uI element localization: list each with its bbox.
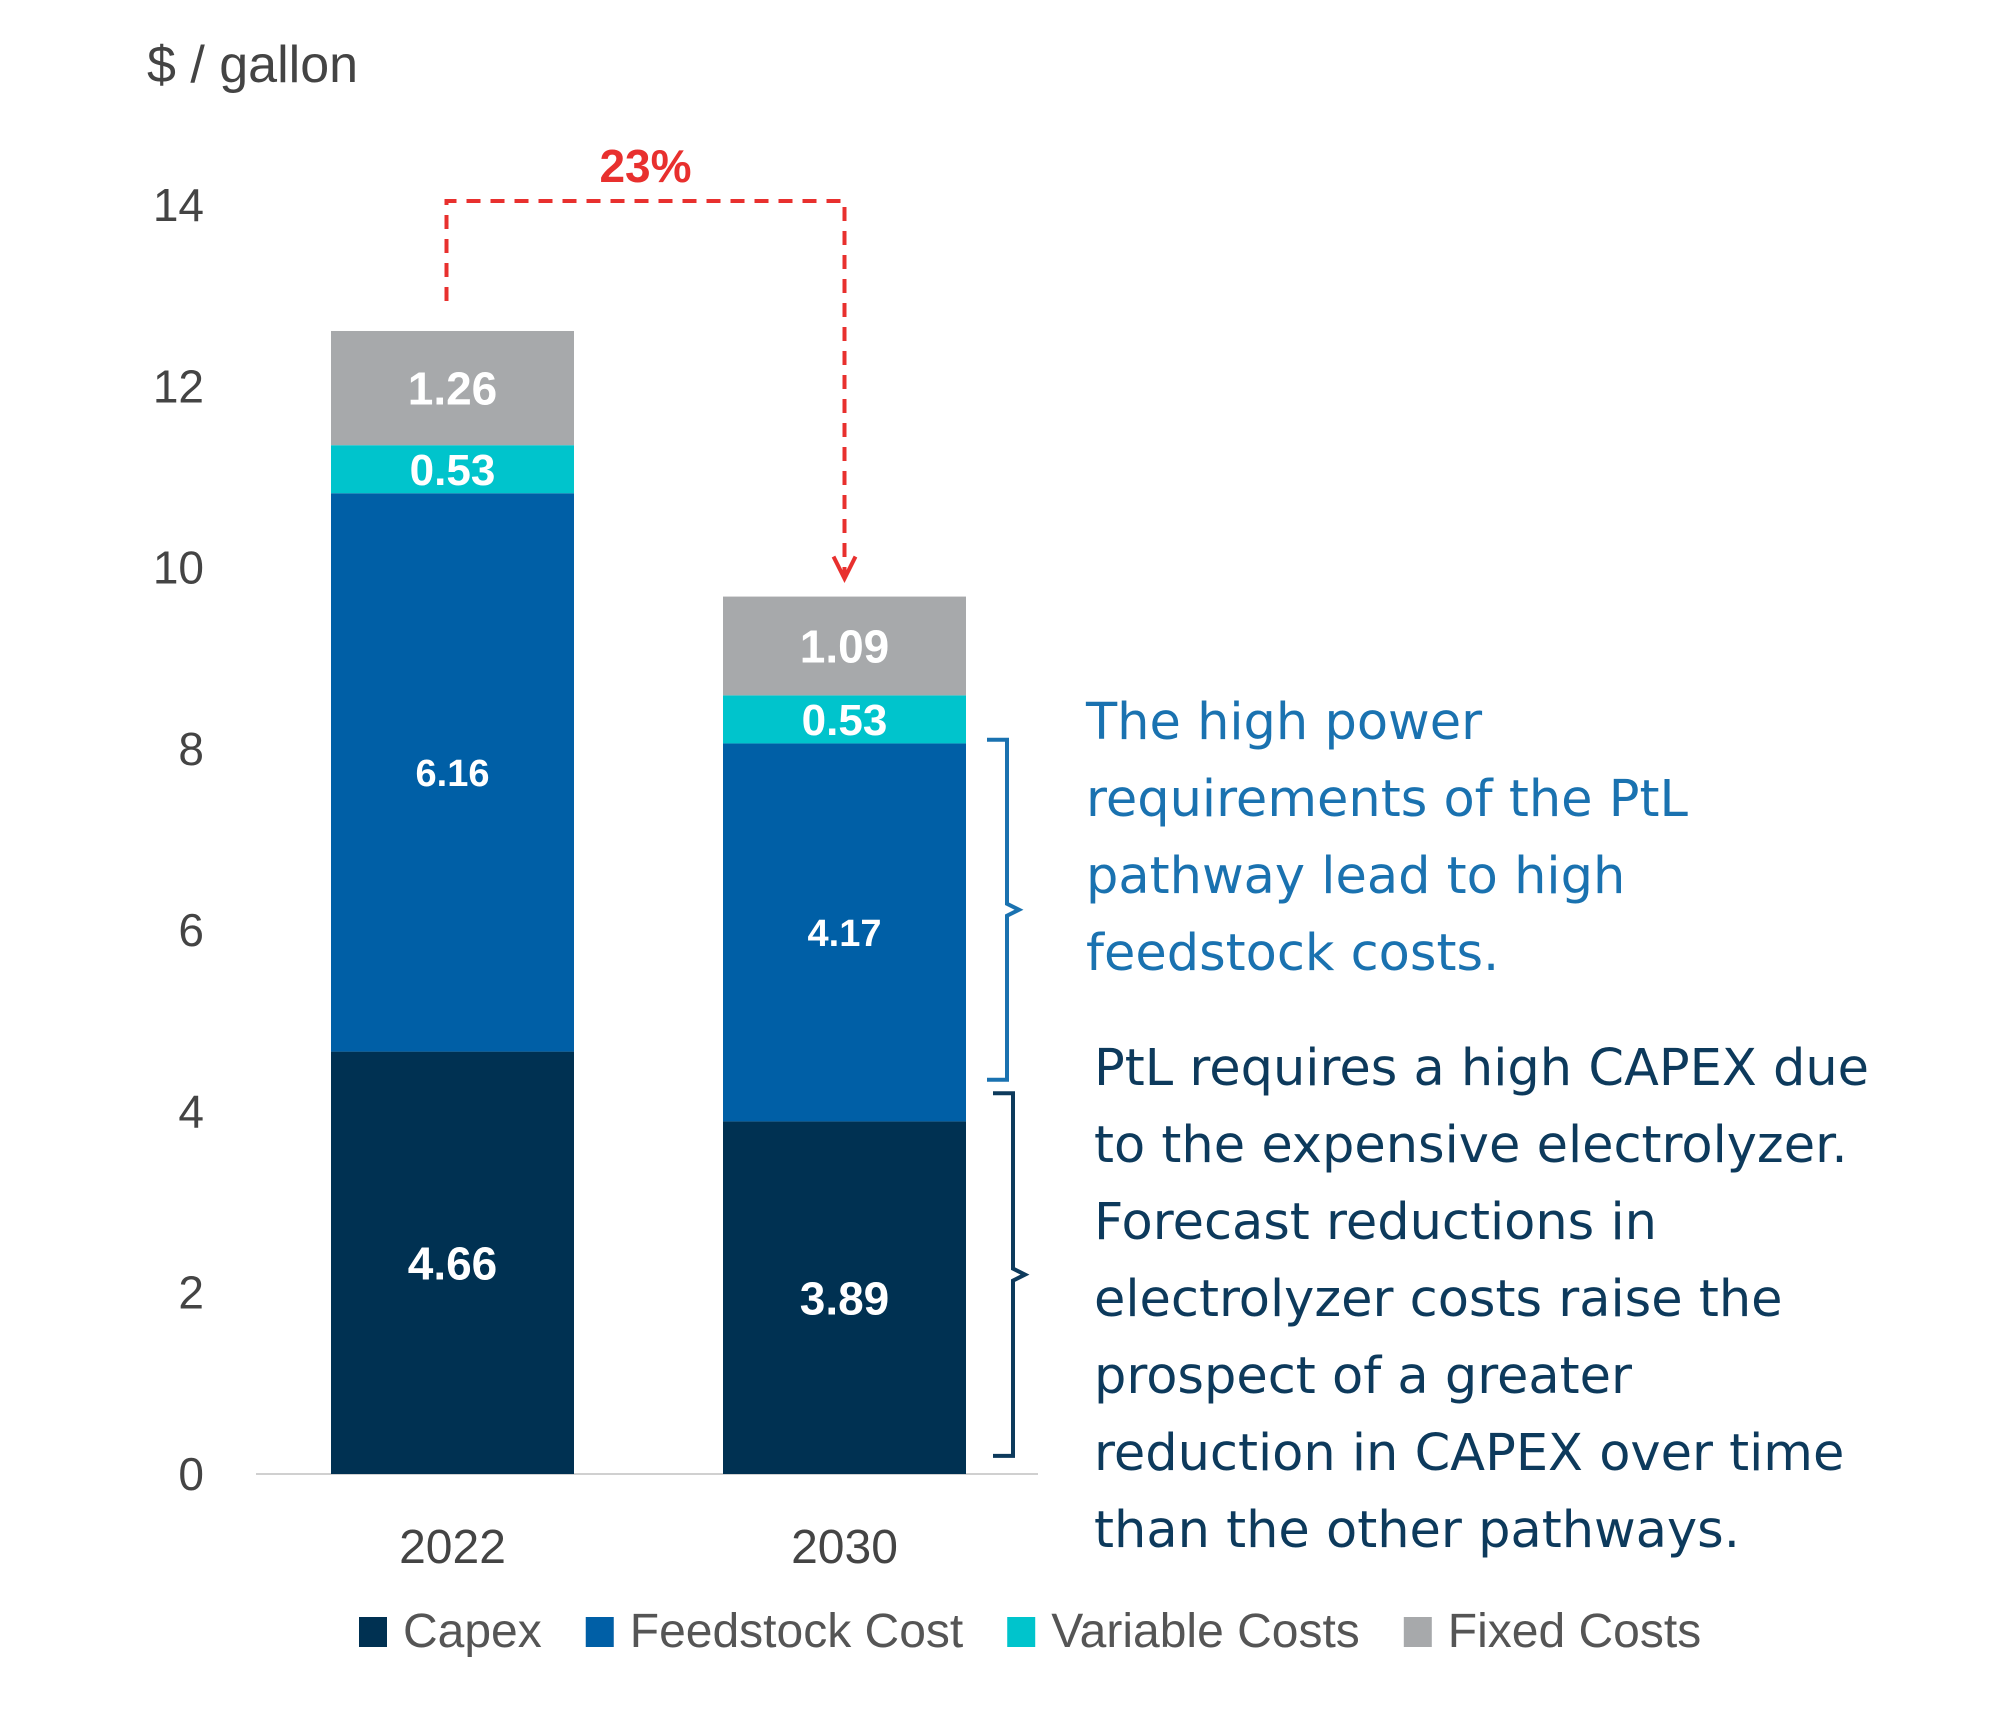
data-label: 6.16: [416, 753, 490, 795]
annotation-line: prospect of a greater: [1094, 1347, 1633, 1406]
bar-segment-capex: [723, 1121, 966, 1474]
bar-segment-fixed-costs: [723, 596, 966, 696]
data-label: 0.53: [410, 446, 496, 495]
y-tick-label: 4: [178, 1085, 204, 1137]
legend-label: Fixed Costs: [1448, 1605, 1701, 1658]
annotation-line: feedstock costs.: [1086, 924, 1500, 983]
change-arrow-line: [444, 199, 847, 577]
annotation-line: than the other pathways.: [1094, 1501, 1740, 1560]
y-tick-label: 2: [178, 1267, 204, 1319]
x-tick-label: 2030: [791, 1521, 898, 1574]
change-percent-label: 23%: [599, 140, 691, 192]
annotation-line: reduction in CAPEX over time: [1094, 1424, 1845, 1483]
bar-segment-capex: [331, 1051, 574, 1474]
annotation-line: to the expensive electrolyzer.: [1094, 1116, 1848, 1175]
bracket-capex: [993, 1091, 1030, 1458]
annotation-feedstock: The high power requirements of the PtL pat…: [1086, 684, 1688, 992]
annotation-capex: PtL requires a high CAPEX due to the expe…: [1094, 1030, 1869, 1569]
y-tick-label: 0: [178, 1448, 204, 1500]
y-axis-label: $ / gallon: [147, 36, 358, 94]
bar-segment-variable-costs: [723, 695, 966, 744]
y-tick-label: 10: [153, 542, 204, 594]
data-label: 0.53: [802, 696, 888, 745]
annotation-line: pathway lead to high: [1086, 847, 1626, 906]
y-tick-label: 8: [178, 723, 204, 775]
annotation-line: The high power: [1086, 693, 1483, 752]
bar-segment-feedstock-cost: [723, 743, 966, 1122]
legend-label: Capex: [403, 1605, 542, 1658]
annotation-line: PtL requires a high CAPEX due: [1094, 1039, 1870, 1098]
legend-swatch: [1403, 1617, 1432, 1647]
arrowhead-icon: [831, 555, 858, 584]
bracket-feedstock: [987, 737, 1024, 1082]
y-tick-label: 6: [178, 904, 204, 956]
data-label: 1.09: [800, 621, 890, 673]
annotation-line: electrolyzer costs raise the: [1094, 1270, 1783, 1329]
x-tick-label: 2022: [399, 1521, 506, 1574]
annotation-line: Forecast reductions in: [1094, 1193, 1657, 1252]
data-label: 4.17: [808, 913, 882, 955]
data-label: 3.89: [800, 1272, 890, 1324]
bar-segment-feedstock-cost: [331, 493, 574, 1052]
y-tick-label: 12: [153, 360, 204, 412]
bar-segment-fixed-costs: [331, 330, 574, 446]
y-tick-label: 14: [153, 179, 204, 231]
legend-swatch: [1007, 1617, 1036, 1647]
annotation-line: requirements of the PtL: [1086, 770, 1688, 829]
data-label: 1.26: [408, 363, 498, 415]
legend-label: Feedstock Cost: [630, 1605, 963, 1658]
legend-label: Variable Costs: [1051, 1605, 1360, 1658]
data-label: 4.66: [408, 1237, 498, 1289]
legend-swatch: [359, 1617, 387, 1647]
legend-swatch: [585, 1617, 614, 1647]
bar-segment-variable-costs: [331, 445, 574, 494]
